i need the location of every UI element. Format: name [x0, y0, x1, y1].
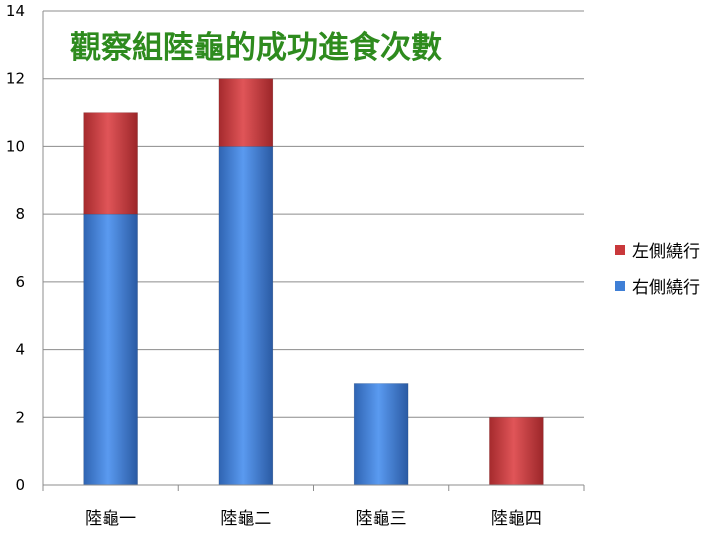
chart-title: 觀察組陸龜的成功進食次數 [70, 30, 442, 66]
x-category-label: 陸龜四 [491, 509, 542, 529]
axes [42, 11, 585, 491]
x-category-label: 陸龜二 [220, 509, 271, 529]
x-category-label: 陸龜三 [356, 509, 407, 529]
bar-left-1 [83, 112, 138, 215]
bar-left-4 [489, 416, 544, 486]
legend-swatch [615, 281, 625, 291]
y-tick-label: 6 [15, 273, 25, 291]
y-tick-label: 14 [6, 2, 25, 20]
y-tick-label: 0 [15, 476, 25, 494]
x-category-label: 陸龜一 [85, 509, 136, 529]
bar-left-2 [218, 78, 274, 147]
legend-swatch [615, 245, 625, 255]
legend-label: 右側繞行 [632, 278, 700, 298]
bar-right-3 [353, 383, 409, 486]
y-tick-label: 2 [15, 408, 25, 426]
bars [83, 78, 544, 486]
x-axis-category-labels: 陸龜一 陸龜二 陸龜三 陸龜四 [85, 509, 542, 529]
y-tick-label: 10 [6, 137, 25, 155]
y-axis-tick-labels: 0 2 4 6 8 10 12 14 [6, 2, 25, 494]
y-tick-label: 12 [6, 70, 25, 88]
y-tick-label: 8 [15, 205, 25, 223]
legend-label: 左側繞行 [632, 242, 700, 262]
y-tick-label: 4 [15, 341, 25, 359]
bar-right-2 [218, 146, 274, 486]
bar-right-1 [83, 213, 138, 486]
